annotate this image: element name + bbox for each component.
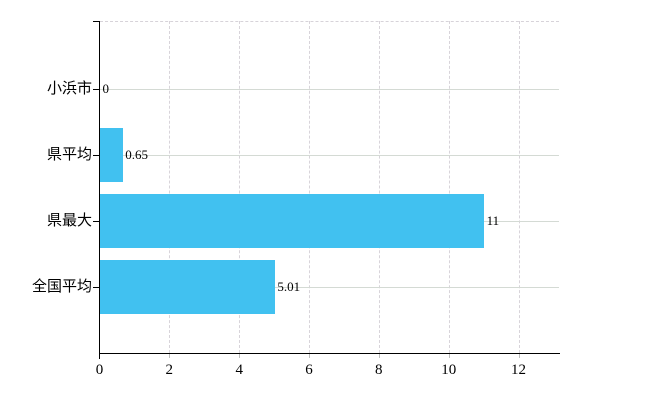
gridline-vertical [169, 21, 171, 353]
gridline-horizontal [100, 155, 559, 156]
x-axis-zero-tick [99, 354, 100, 359]
plot-top-border [100, 21, 559, 22]
y-axis-top-tick [93, 21, 99, 22]
category-label: 県平均 [46, 146, 92, 163]
y-axis-line [99, 21, 100, 359]
x-tick-label: 10 [441, 362, 457, 378]
x-axis-tick [518, 354, 520, 358]
x-tick-label: 8 [375, 362, 383, 378]
gridline-horizontal [100, 89, 559, 90]
x-tick-label: 6 [305, 362, 313, 378]
x-tick-label: 4 [235, 362, 243, 378]
y-axis-category-tick [93, 221, 99, 222]
y-axis-category-tick [93, 155, 99, 156]
gridline-horizontal [100, 287, 559, 288]
bar [100, 128, 123, 182]
gridline-vertical [239, 21, 241, 353]
bar-value-label: 11 [486, 213, 500, 228]
x-axis-tick [448, 354, 450, 358]
gridline-vertical [518, 21, 520, 353]
x-axis-line [99, 353, 560, 354]
bar [100, 260, 275, 314]
x-axis-tick [169, 354, 171, 358]
gridline-vertical [378, 21, 380, 353]
gridline-vertical [309, 21, 310, 353]
y-axis-category-tick [93, 89, 99, 90]
x-axis-tick [309, 354, 310, 358]
category-label: 県最大 [46, 212, 92, 229]
category-label: 全国平均 [31, 278, 92, 295]
x-axis-tick [378, 354, 380, 358]
bar-value-label: 0 [102, 81, 110, 96]
y-axis-category-tick [93, 287, 99, 288]
x-tick-label: 0 [95, 362, 104, 378]
x-axis-tick [239, 354, 241, 358]
bar-value-label: 5.01 [277, 279, 301, 294]
x-tick-label: 2 [165, 362, 174, 378]
bar-value-label: 0.65 [125, 147, 148, 162]
gridline-vertical [448, 21, 450, 353]
x-tick-label: 12 [511, 362, 526, 378]
bar [100, 194, 485, 248]
category-label: 小浜市 [46, 80, 92, 97]
